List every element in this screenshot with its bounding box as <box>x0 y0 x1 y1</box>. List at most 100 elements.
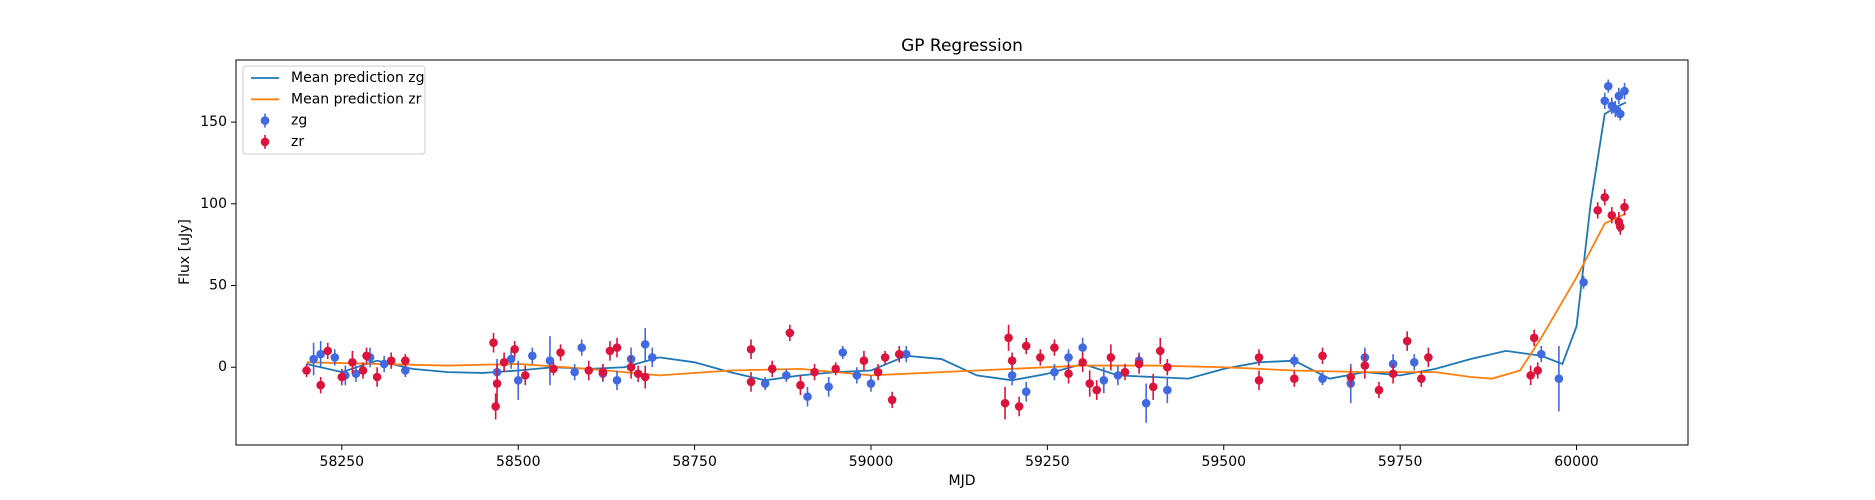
data-point <box>1346 372 1356 382</box>
data-point <box>1620 202 1629 212</box>
data-point <box>1529 333 1539 343</box>
data-point <box>401 356 410 365</box>
x-tick-label: 59750 <box>1378 454 1423 470</box>
data-point <box>1424 353 1433 362</box>
data-point <box>612 375 622 385</box>
data-point <box>1388 369 1398 379</box>
data-point <box>510 344 519 354</box>
data-point <box>570 367 579 377</box>
legend-label: zg <box>291 113 307 129</box>
data-point <box>1374 385 1384 395</box>
data-point <box>506 354 516 364</box>
data-point <box>309 354 318 364</box>
data-point <box>1113 371 1123 380</box>
data-point <box>489 338 498 348</box>
data-point <box>1318 374 1327 383</box>
x-tick-label: 59500 <box>1201 454 1246 470</box>
data-point <box>1007 356 1017 365</box>
legend-marker <box>260 116 270 125</box>
legend-box <box>242 65 426 155</box>
data-point <box>1141 398 1151 408</box>
data-point <box>584 366 594 375</box>
data-point <box>1078 358 1087 367</box>
data-point <box>1579 277 1588 287</box>
data-point <box>838 348 848 357</box>
data-point <box>1163 362 1172 372</box>
data-point <box>351 369 361 379</box>
data-point <box>1014 402 1024 411</box>
y-tick-label: 0 <box>218 359 227 375</box>
data-point <box>866 379 876 388</box>
data-point <box>1036 353 1045 362</box>
data-point <box>1600 192 1610 202</box>
data-point <box>1120 367 1130 377</box>
data-point <box>1092 385 1102 395</box>
mean-line <box>306 101 1627 382</box>
data-point <box>316 380 325 390</box>
data-point <box>1417 374 1426 383</box>
data-point <box>330 353 340 362</box>
data-point <box>782 371 791 380</box>
data-point <box>1007 371 1017 380</box>
data-point <box>640 340 650 349</box>
data-point <box>492 379 502 388</box>
data-point <box>1000 398 1010 408</box>
data-point <box>852 371 862 380</box>
data-point <box>1536 349 1546 359</box>
data-point <box>1607 210 1617 220</box>
data-point <box>746 377 756 387</box>
x-axis-label: MJD <box>949 473 976 489</box>
data-point <box>513 375 523 385</box>
data-point <box>1620 86 1629 96</box>
data-point <box>785 328 795 338</box>
data-point <box>1615 222 1625 231</box>
data-point <box>1163 385 1172 395</box>
data-point <box>880 353 890 362</box>
data-point <box>1004 333 1013 343</box>
data-point <box>1603 81 1613 91</box>
data-point <box>1554 374 1564 383</box>
data-point <box>1600 96 1610 106</box>
x-tick-label: 58750 <box>672 454 717 470</box>
data-point <box>1134 359 1144 369</box>
data-point <box>556 348 565 357</box>
data-point <box>1409 358 1419 367</box>
data-point <box>1615 109 1625 119</box>
data-point <box>1533 366 1543 375</box>
data-point <box>894 349 904 359</box>
data-point <box>302 366 311 375</box>
data-point <box>1360 361 1370 370</box>
legend-marker <box>260 137 270 147</box>
data-point <box>386 356 396 365</box>
data-point <box>824 382 833 392</box>
data-point <box>633 369 643 379</box>
data-point <box>1614 91 1624 101</box>
x-tick-label: 58500 <box>496 454 541 470</box>
data-point <box>1254 375 1264 385</box>
x-tick-label: 59000 <box>849 454 894 470</box>
data-point <box>612 343 622 352</box>
data-point <box>859 356 869 365</box>
x-tick-label: 58250 <box>320 454 365 470</box>
data-point <box>520 371 530 380</box>
data-point <box>1254 353 1264 362</box>
data-point <box>810 367 819 377</box>
data-point <box>640 372 650 382</box>
data-point <box>379 359 389 369</box>
data-point <box>337 372 347 382</box>
data-point <box>348 358 357 367</box>
data-point <box>545 356 555 365</box>
y-tick-label: 150 <box>200 114 227 130</box>
data-point <box>1064 353 1073 362</box>
data-point <box>549 364 558 374</box>
data-point <box>499 358 509 367</box>
data-point <box>1593 206 1602 215</box>
data-point <box>528 351 537 361</box>
data-point <box>598 367 608 377</box>
data-point <box>316 349 325 359</box>
legend-label: Mean prediction zr <box>291 91 422 107</box>
y-axis-label: Flux [uJy] <box>177 219 193 285</box>
data-point <box>796 380 805 390</box>
data-point <box>1050 367 1059 377</box>
